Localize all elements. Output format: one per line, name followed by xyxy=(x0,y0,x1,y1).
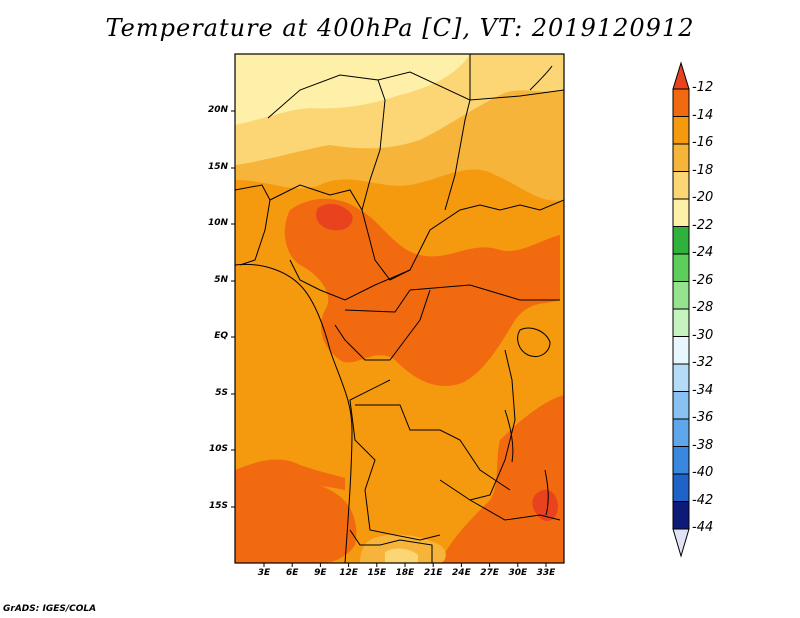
colorbar-label: -26 xyxy=(692,272,714,288)
lon-label: 9E xyxy=(314,568,327,578)
band-m12-spot-2 xyxy=(532,489,558,522)
lat-label: 15S xyxy=(208,501,228,511)
colorbar-label: -20 xyxy=(692,190,714,205)
colorbar-label: -36 xyxy=(692,410,714,425)
band-m22 xyxy=(235,54,470,125)
colorbar-swatch xyxy=(672,363,690,392)
colorbar-label: -14 xyxy=(692,107,714,123)
boundary-line xyxy=(409,284,560,301)
lon-label: 6E xyxy=(285,568,299,578)
colorbar-swatch xyxy=(672,391,690,420)
lon-label: 15E xyxy=(367,568,387,578)
lon-label: 3E xyxy=(257,568,271,578)
map-title: Temperature at 400hPa [C], VT: 201912091… xyxy=(105,14,695,42)
colorbar-swatch xyxy=(672,418,690,447)
colorbar-label: -24 xyxy=(692,245,714,260)
colorbar-label: -38 xyxy=(692,437,714,453)
boundary-line xyxy=(334,289,431,361)
boundary-line xyxy=(289,259,411,301)
boundary-line xyxy=(469,54,564,101)
colorbar-swatch xyxy=(672,226,690,255)
lake-victoria xyxy=(517,327,551,357)
boundary-line xyxy=(349,379,441,541)
red-sea-coast xyxy=(529,65,553,91)
boundary-line xyxy=(344,289,411,313)
lat-label: 5S xyxy=(215,388,228,398)
coastline xyxy=(235,263,353,563)
colorbar-swatch xyxy=(672,171,690,200)
colorbar-swatch xyxy=(672,198,690,227)
colorbar-swatch xyxy=(672,88,690,117)
colorbar-swatch xyxy=(672,473,690,502)
lon-label: 30E xyxy=(508,568,528,578)
boundary-line xyxy=(235,184,271,266)
boundary-line xyxy=(439,479,561,521)
lat-label: 15N xyxy=(207,162,228,172)
lat-label: 10S xyxy=(208,444,228,454)
band-m14-west-strip xyxy=(235,459,345,490)
colorbar-top-triangle xyxy=(672,61,690,90)
colorbar-label: -32 xyxy=(692,355,714,370)
map-frame xyxy=(234,53,565,564)
lon-label: 21E xyxy=(423,568,443,578)
band-m20-south xyxy=(385,548,418,563)
colorbar-label: -28 xyxy=(692,300,714,315)
boundary-line xyxy=(377,71,471,211)
band-m14-southeast xyxy=(440,395,564,563)
colorbar-swatch xyxy=(672,336,690,365)
band-m12-spot-1 xyxy=(315,204,353,231)
colorbar-swatch xyxy=(672,446,690,475)
colorbar-swatch xyxy=(672,143,690,172)
colorbar-swatch xyxy=(672,281,690,310)
lon-label: 18E xyxy=(395,568,415,578)
colorbar-label: -40 xyxy=(692,465,714,480)
colorbar-swatch xyxy=(672,501,690,530)
colorbar-label: -30 xyxy=(692,327,714,343)
lat-label: 10N xyxy=(207,218,228,228)
colorbar-label: -34 xyxy=(692,382,714,398)
boundary-line xyxy=(267,74,564,281)
lon-label: 12E xyxy=(339,568,358,578)
colorbar-bottom-triangle xyxy=(672,528,690,558)
temperature-field xyxy=(235,54,564,563)
lat-label: EQ xyxy=(214,331,228,341)
lat-label: 5N xyxy=(214,275,228,285)
lon-label: 24E xyxy=(452,568,471,578)
band-m14-south xyxy=(235,474,357,563)
lon-label: 33E xyxy=(536,568,556,578)
boundary-line xyxy=(269,184,363,211)
lon-label: 27E xyxy=(480,568,499,578)
colorbar-label: -22 xyxy=(692,217,714,233)
boundary-line xyxy=(355,404,511,491)
colorbar xyxy=(672,61,690,558)
colorbar-label: -12 xyxy=(692,80,714,95)
colorbar-swatch xyxy=(672,116,690,145)
grads-credit: GrADS: IGES/COLA xyxy=(3,604,97,614)
boundary-line xyxy=(349,529,433,563)
band-m14-central xyxy=(284,198,560,386)
colorbar-swatch xyxy=(672,253,690,282)
colorbar-label: -18 xyxy=(692,162,714,178)
lake-tanganyika xyxy=(504,409,514,463)
colorbar-label: -44 xyxy=(692,520,714,535)
axis-ticks xyxy=(231,110,547,567)
country-boundaries xyxy=(235,54,564,563)
boundary-line xyxy=(469,349,516,501)
colorbar-label: -16 xyxy=(692,135,714,150)
lake-malawi xyxy=(544,469,549,516)
colorbar-label: -42 xyxy=(692,492,714,508)
lat-label: 20N xyxy=(207,105,228,115)
colorbar-swatch xyxy=(672,308,690,337)
